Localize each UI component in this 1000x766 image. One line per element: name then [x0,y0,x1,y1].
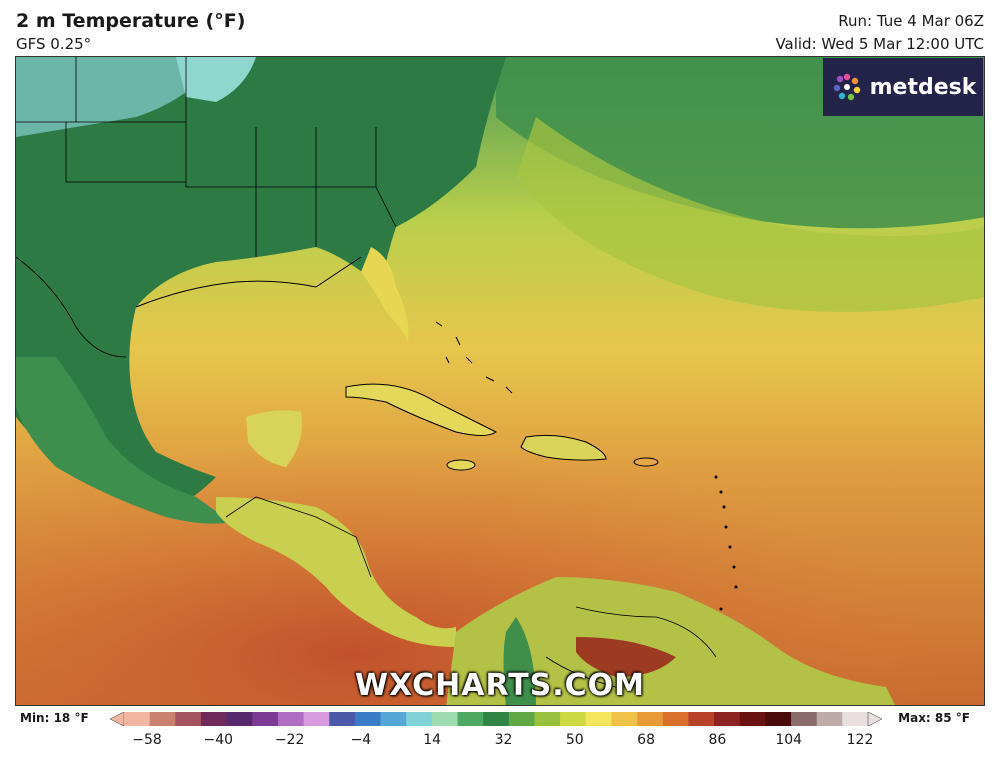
metdesk-logo[interactable]: metdesk [823,58,983,116]
yucatan-peninsula [246,410,302,467]
scale-tick-label: 14 [423,732,442,748]
cold-plains-region [16,57,216,137]
color-scale-bar [110,712,882,726]
scale-color-step [688,712,715,726]
scale-tick-label: 104 [775,732,803,748]
scale-color-step [637,712,664,726]
scale-tick-label: −40 [203,732,234,748]
scale-color-step [585,712,612,726]
south-america-land [446,577,895,705]
scale-tick-label: 50 [565,732,584,748]
scale-color-step [226,712,253,726]
scale-color-step [406,712,433,726]
legend-min: Min: 18 °F [20,711,89,725]
scale-tick-label: 86 [708,732,727,748]
scale-color-step [431,712,459,726]
puerto-rico-island [633,457,659,467]
scale-color-step [252,712,279,726]
scale-color-step [175,712,202,726]
scale-color-step [124,712,151,726]
scale-tick-label: 68 [637,732,656,748]
scale-color-step [508,712,535,726]
scale-color-step [329,712,356,726]
scale-max-arrow [867,712,882,726]
cuba-island [345,383,497,436]
hispaniola-island [520,434,607,461]
scale-color-step [483,712,510,726]
scale-color-step [534,712,561,726]
scale-color-step [816,712,843,726]
scale-color-step [354,712,382,726]
bahamas-islands [435,321,513,394]
hot-inland-region [576,637,676,677]
scale-tick-label: 122 [846,732,874,748]
scale-min-arrow [110,712,125,726]
wxcharts-watermark: WXCHARTS.COM [354,668,646,703]
color-scale-ticks: −58 −40 −22 −4 14 32 50 68 86 104 122 [0,732,1000,752]
central-america-land [216,497,456,647]
run-time: Run: Tue 4 Mar 06Z [838,12,984,30]
political-borders [16,57,717,688]
scale-color-step [380,712,407,726]
scale-tick-label: −58 [132,732,162,748]
andes-mountains [503,617,536,705]
scale-color-step [303,712,330,726]
scale-color-step [560,712,587,726]
map-canvas [16,57,984,705]
scale-color-step [200,712,228,726]
jamaica-island [446,459,476,471]
scale-tick-label: −22 [274,732,305,748]
temperature-map[interactable]: metdesk WXCHARTS.COM [15,56,985,706]
chart-title: 2 m Temperature (°F) [16,10,246,32]
valid-time: Valid: Wed 5 Mar 12:00 UTC [775,35,984,53]
mild-atlantic-band [516,117,984,312]
scale-color-step [277,712,305,726]
model-label: GFS 0.25° [16,35,92,53]
north-america-land [16,57,506,507]
scale-color-step [149,712,176,726]
scale-color-step [739,712,766,726]
scale-color-step [457,712,484,726]
scale-color-step [791,712,818,726]
scale-tick-label: 32 [494,732,513,748]
florida-peninsula [361,247,409,342]
scale-color-step [662,712,689,726]
scale-color-step [842,712,869,726]
metdesk-flower-icon [833,73,860,101]
scale-color-step [611,712,638,726]
scale-tick-label: −4 [350,732,372,748]
scale-color-step [714,712,741,726]
lesser-antilles [714,475,738,611]
metdesk-wordmark: metdesk [869,74,977,100]
gulf-coastline [135,256,362,308]
legend-max: Max: 85 °F [898,711,970,725]
mexico-highlands [16,357,231,524]
coldest-region [176,57,256,102]
scale-color-step [765,712,792,726]
